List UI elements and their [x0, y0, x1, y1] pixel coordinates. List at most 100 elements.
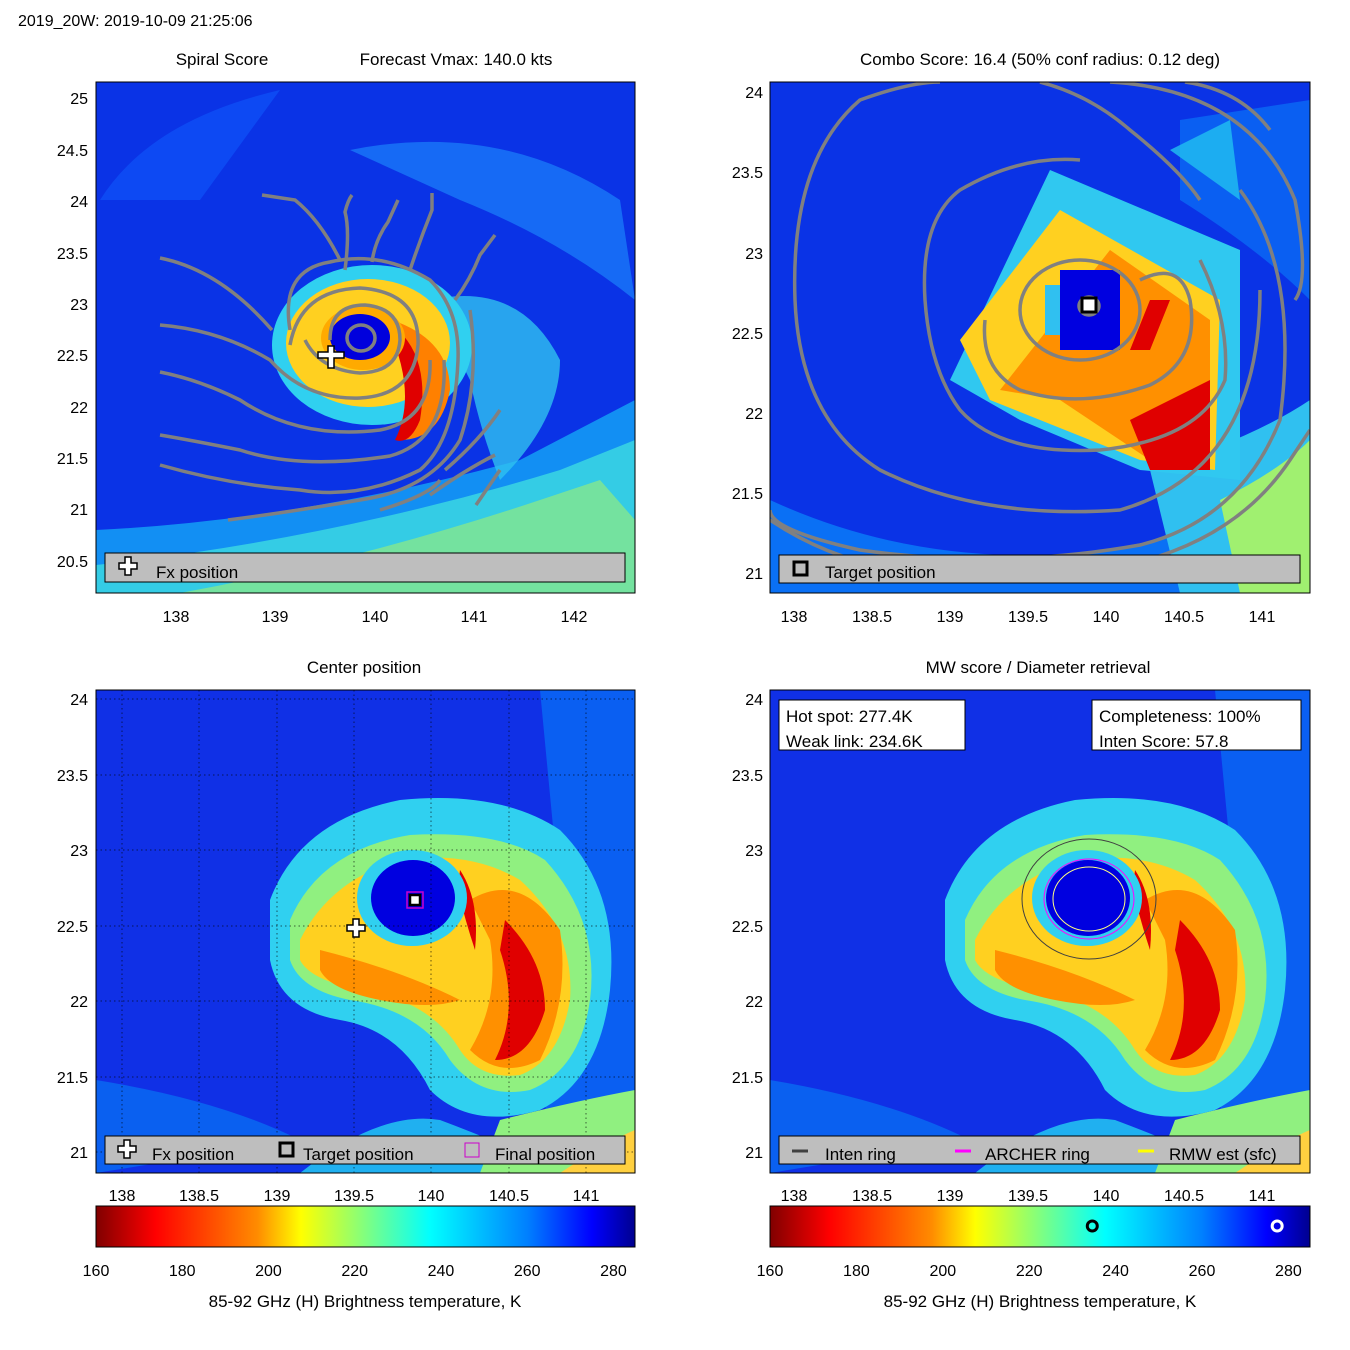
combo-target-marker: [1080, 296, 1098, 314]
mw-legend-inten: Inten ring: [825, 1145, 896, 1164]
spiral-legend: Fx position: [104, 552, 626, 583]
combo-xticks: 138 138.5 139 139.5 140 140.5 141: [781, 609, 1276, 626]
mw-legend-rmw: RMW est (sfc): [1169, 1145, 1277, 1164]
colorbar-right-tick: 160: [757, 1263, 784, 1280]
spiral-xticks: 138 139 140 141 142: [163, 609, 588, 626]
spiral-legend-fx: Fx position: [156, 563, 238, 582]
svg-text:24: 24: [70, 194, 88, 211]
colorbar-right: 160 180 200 220 240 260 280 85-92 GHz (H) Brig…: [757, 1205, 1311, 1311]
svg-text:23.5: 23.5: [57, 768, 88, 785]
colorbar-right-tick: 220: [1016, 1263, 1043, 1280]
svg-text:22.5: 22.5: [732, 919, 763, 936]
colorbar-left-tick: 220: [341, 1263, 368, 1280]
colorbar-right-tick: 280: [1275, 1263, 1302, 1280]
figure-title: 2019_20W: 2019-10-09 21:25:06: [18, 13, 253, 30]
center-legend-target-icon: [278, 1141, 295, 1158]
svg-text:138: 138: [781, 609, 808, 626]
svg-text:22.5: 22.5: [732, 326, 763, 343]
colorbar-left-tick: 240: [428, 1263, 455, 1280]
svg-text:23: 23: [745, 246, 763, 263]
colorbar-left-tick: 160: [83, 1263, 110, 1280]
svg-text:21.5: 21.5: [57, 1070, 88, 1087]
colorbar-left-tick: 280: [600, 1263, 627, 1280]
mw-info-left: Hot spot: 277.4K Weak link: 234.6K: [778, 699, 966, 751]
target-legend-icon: [792, 560, 809, 577]
svg-text:24: 24: [745, 85, 763, 102]
mw-rings: [1021, 838, 1157, 960]
colorbar-left-label: 85-92 GHz (H) Brightness temperature, K: [209, 1292, 522, 1311]
center-legend-fx: Fx position: [152, 1145, 234, 1164]
center-title: Center position: [307, 658, 421, 677]
spiral-yticks: 25 24.5 24 23.5 23 22.5 22 21.5 21 20.5: [57, 91, 88, 571]
colorbar-left-tick: 200: [255, 1263, 282, 1280]
mw-xticks: 138 138.5 139 139.5 140 140.5 141: [781, 1188, 1276, 1205]
spiral-frame: [95, 81, 636, 594]
center-legend-final: Final position: [495, 1145, 595, 1164]
svg-text:139: 139: [264, 1188, 291, 1205]
eye-structure: [270, 798, 612, 1117]
combo-yticks: 24 23.5 23 22.5 22 21.5 21: [732, 85, 763, 583]
svg-text:141: 141: [1249, 1188, 1276, 1205]
svg-text:21.5: 21.5: [732, 1070, 763, 1087]
svg-text:139: 139: [937, 609, 964, 626]
center-frame: [95, 689, 636, 1174]
svg-text:22: 22: [745, 994, 763, 1011]
fx-legend-icon: [118, 556, 138, 576]
mw-hot-spot: Hot spot: 277.4K: [786, 707, 913, 726]
svg-text:24: 24: [745, 692, 763, 709]
svg-text:139: 139: [262, 609, 289, 626]
svg-text:24: 24: [70, 692, 88, 709]
colorbar-left-ticks: 160 180 200 220 240 260 280: [83, 1263, 627, 1280]
svg-text:22: 22: [70, 400, 88, 417]
mw-title: MW score / Diameter retrieval: [926, 658, 1151, 677]
svg-text:142: 142: [561, 609, 588, 626]
svg-text:23.5: 23.5: [57, 246, 88, 263]
svg-text:140: 140: [1093, 1188, 1120, 1205]
svg-text:138: 138: [163, 609, 190, 626]
colorbar-left: 160 180 200 220 240 260 280 85-92 GHz (H) Brig…: [83, 1205, 636, 1311]
combo-legend: Target position: [778, 554, 1301, 584]
panel-combo: Combo Score: 16.4 (50% conf radius: 0.12…: [732, 50, 1311, 626]
mw-legend-archer: ARCHER ring: [985, 1145, 1090, 1164]
svg-text:21: 21: [745, 1145, 763, 1162]
mw-yticks: 24 23.5 23 22.5 22 21.5 21: [732, 692, 763, 1162]
colorbar-right-tick: 260: [1189, 1263, 1216, 1280]
mw-inten-score: Inten Score: 57.8: [1099, 732, 1228, 751]
svg-text:22.5: 22.5: [57, 919, 88, 936]
colorbar-left-tick: 260: [514, 1263, 541, 1280]
svg-text:140: 140: [362, 609, 389, 626]
svg-text:22: 22: [70, 994, 88, 1011]
svg-text:138: 138: [109, 1188, 136, 1205]
svg-text:140: 140: [418, 1188, 445, 1205]
mw-completeness: Completeness: 100%: [1099, 707, 1261, 726]
svg-text:139: 139: [937, 1188, 964, 1205]
svg-text:139.5: 139.5: [1008, 609, 1048, 626]
center-yticks: 24 23.5 23 22.5 22 21.5 21: [57, 692, 88, 1162]
center-final-marker: [406, 891, 424, 909]
colorbar-right-tick: 200: [929, 1263, 956, 1280]
fx-marker: [317, 345, 345, 369]
center-xticks: 138 138.5 139 139.5 140 140.5 141: [109, 1188, 600, 1205]
svg-text:141: 141: [461, 609, 488, 626]
spiral-subtitle: Forecast Vmax: 140.0 kts: [360, 50, 553, 69]
inten-ring: [1021, 838, 1157, 960]
svg-text:23.5: 23.5: [732, 165, 763, 182]
spiral-contours: [159, 193, 502, 522]
svg-text:140: 140: [1093, 609, 1120, 626]
center-legend-final-icon: [464, 1142, 480, 1158]
colorbar-right-ticks: 160 180 200 220 240 260 280: [757, 1263, 1302, 1280]
svg-text:22.5: 22.5: [57, 348, 88, 365]
mw-eye-structure: [945, 798, 1287, 1117]
svg-text:24.5: 24.5: [57, 143, 88, 160]
svg-text:138.5: 138.5: [852, 1188, 892, 1205]
rmw-ring: [1052, 866, 1126, 932]
svg-text:22: 22: [745, 406, 763, 423]
colorbar-markers: [1085, 1219, 1284, 1233]
combo-title: Combo Score: 16.4 (50% conf radius: 0.12…: [860, 50, 1220, 69]
center-target-marker: [408, 893, 422, 907]
svg-text:21: 21: [70, 502, 88, 519]
svg-text:23: 23: [745, 843, 763, 860]
svg-text:140.5: 140.5: [1164, 609, 1204, 626]
colorbar-right-tick: 180: [843, 1263, 870, 1280]
svg-text:138.5: 138.5: [179, 1188, 219, 1205]
